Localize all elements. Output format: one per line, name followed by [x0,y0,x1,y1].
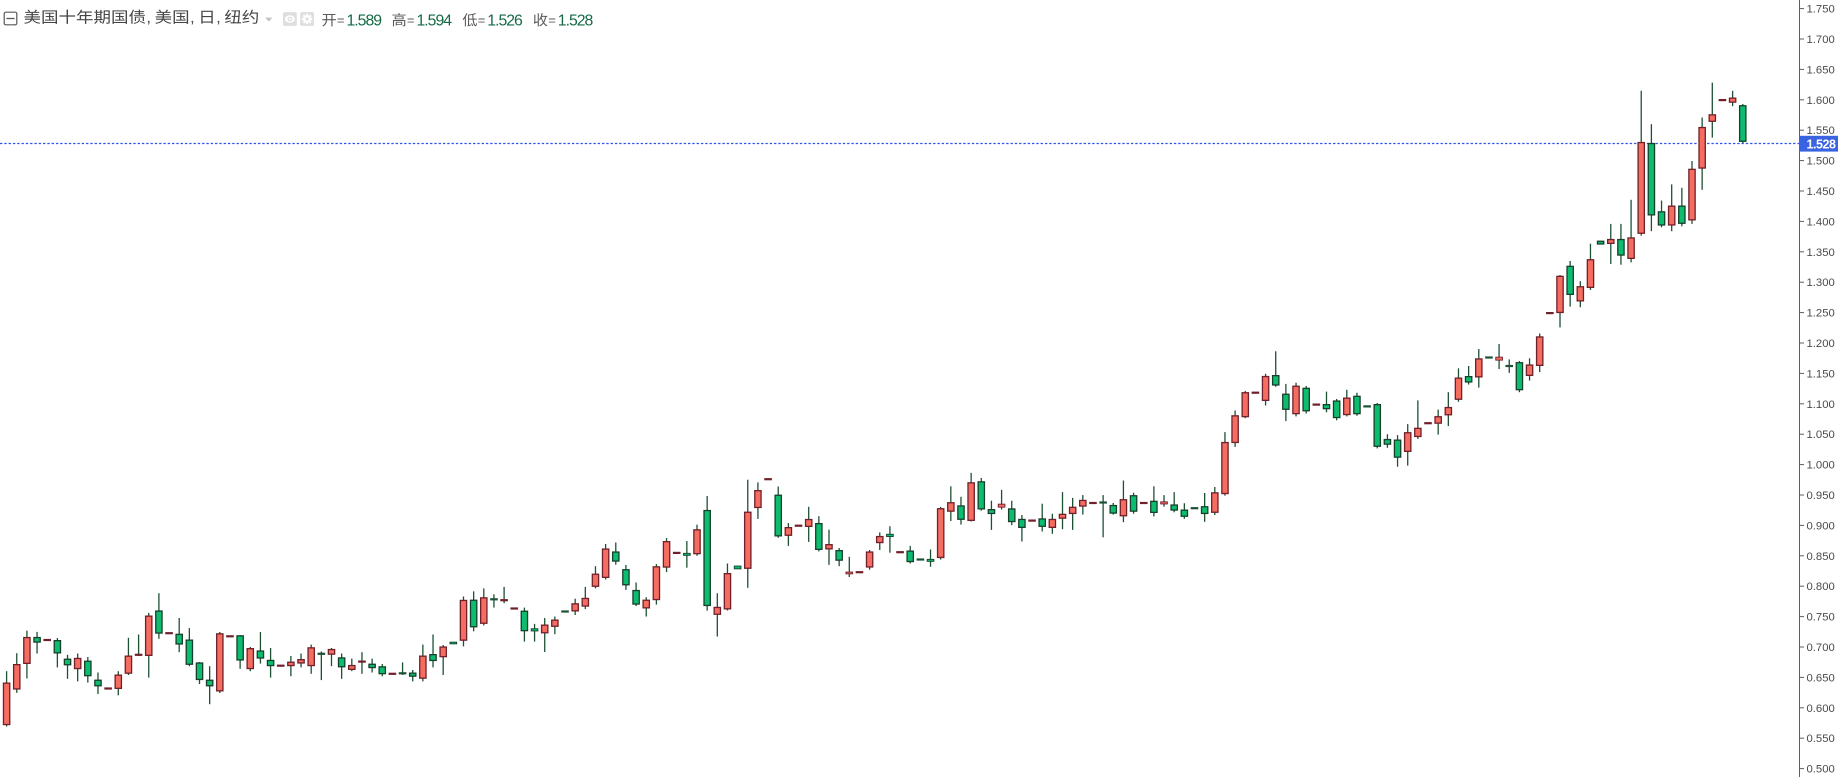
svg-text:0.500: 0.500 [1807,764,1835,776]
svg-text:1.050: 1.050 [1807,429,1835,441]
svg-text:1.526: 1.526 [487,13,523,30]
svg-text:1.528: 1.528 [1807,137,1837,151]
svg-text:0.650: 0.650 [1807,672,1835,684]
svg-text:1.750: 1.750 [1807,4,1835,16]
svg-text:0.850: 0.850 [1807,551,1835,563]
svg-text:1.550: 1.550 [1807,125,1835,137]
svg-text:,: , [216,10,220,27]
svg-text:1.150: 1.150 [1807,368,1835,380]
svg-text:=: = [407,13,415,28]
svg-text:0.550: 0.550 [1807,733,1835,745]
svg-text:=: = [478,13,486,28]
svg-text:0.900: 0.900 [1807,520,1835,532]
svg-text:,: , [147,10,151,27]
svg-text:1.000: 1.000 [1807,460,1835,472]
svg-text:1.450: 1.450 [1807,186,1835,198]
svg-text:0.600: 0.600 [1807,703,1835,715]
svg-text:1.594: 1.594 [417,13,453,30]
svg-text:1.300: 1.300 [1807,277,1835,289]
svg-text:1.350: 1.350 [1807,247,1835,259]
svg-text:1.200: 1.200 [1807,338,1835,350]
svg-text:1.400: 1.400 [1807,216,1835,228]
svg-text:1.528: 1.528 [558,13,594,30]
svg-text:1.600: 1.600 [1807,95,1835,107]
svg-text:=: = [337,13,345,28]
svg-text:0.800: 0.800 [1807,581,1835,593]
svg-text:=: = [548,13,556,28]
svg-text:,: , [190,10,194,27]
svg-text:0.750: 0.750 [1807,612,1835,624]
svg-text:1.589: 1.589 [347,13,383,30]
svg-text:1.100: 1.100 [1807,399,1835,411]
svg-text:1.700: 1.700 [1807,34,1835,46]
svg-text:1.250: 1.250 [1807,308,1835,320]
svg-text:0.950: 0.950 [1807,490,1835,502]
svg-text:0.700: 0.700 [1807,642,1835,654]
svg-text:1.650: 1.650 [1807,64,1835,76]
svg-text:1.500: 1.500 [1807,156,1835,168]
